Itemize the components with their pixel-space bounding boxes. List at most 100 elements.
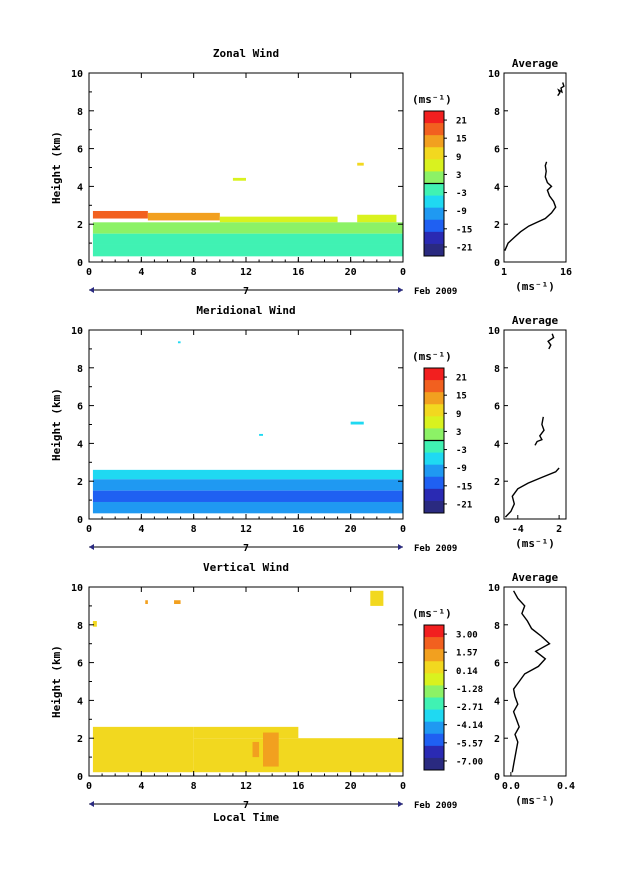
colorbar-tick-label: -1.28 bbox=[456, 685, 483, 695]
y-tick-label: 2 bbox=[77, 220, 83, 231]
heatmap-cell bbox=[193, 726, 299, 739]
colorbar-swatch bbox=[424, 428, 444, 441]
colorbar-tick-label: -2.71 bbox=[456, 703, 483, 713]
x-axis-label: Local Time bbox=[213, 811, 280, 824]
heatmap-cell bbox=[92, 469, 404, 480]
colorbar-tick-label: -9 bbox=[456, 207, 467, 217]
colorbar-unit: (ms⁻¹) bbox=[412, 350, 452, 363]
heatmap-cell bbox=[174, 600, 181, 605]
colorbar-tick-label: -21 bbox=[456, 500, 472, 510]
colorbar-tick-label: 3 bbox=[456, 428, 461, 438]
colorbar-tick-label: 15 bbox=[456, 392, 467, 402]
heatmap-cell bbox=[92, 244, 404, 257]
colorbar-swatch bbox=[424, 488, 444, 502]
average-y-tick-label: 2 bbox=[494, 477, 500, 488]
y-tick-label: 0 bbox=[77, 515, 83, 526]
average-profile-line bbox=[547, 333, 555, 350]
average-y-tick-label: 8 bbox=[494, 107, 500, 118]
x-tick-label: 0 bbox=[86, 267, 92, 278]
x-tick-label: 16 bbox=[292, 524, 304, 535]
colorbar-swatch bbox=[424, 733, 444, 747]
average-x-tick-label: 0.0 bbox=[502, 781, 520, 792]
heatmap-cell bbox=[177, 341, 181, 344]
colorbar-tick-label: -21 bbox=[456, 243, 472, 253]
colorbar-tick-label: 9 bbox=[456, 153, 461, 163]
average-x-label: (ms⁻¹) bbox=[515, 280, 555, 293]
colorbar-swatch bbox=[424, 392, 444, 405]
y-tick-label: 0 bbox=[77, 258, 83, 269]
colorbar-swatch bbox=[424, 207, 444, 221]
average-y-tick-label: 6 bbox=[494, 659, 500, 670]
x-tick-label: 20 bbox=[345, 781, 357, 792]
colorbar-swatch bbox=[424, 111, 444, 124]
colorbar-swatch bbox=[424, 697, 444, 711]
colorbar-tick-label: 3.00 bbox=[456, 631, 478, 641]
y-tick-label: 6 bbox=[77, 402, 83, 413]
x-tick-label: 0 bbox=[86, 524, 92, 535]
average-x-tick-label: 16 bbox=[560, 267, 572, 278]
y-tick-label: 2 bbox=[77, 477, 83, 488]
average-y-tick-label: 4 bbox=[494, 696, 500, 707]
average-y-tick-label: 2 bbox=[494, 220, 500, 231]
average-y-tick-label: 4 bbox=[494, 439, 500, 450]
colorbar-tick-label: -15 bbox=[456, 482, 472, 492]
day-bar-end-arrow bbox=[398, 544, 403, 550]
colorbar-tick-label: -5.57 bbox=[456, 739, 483, 749]
average-y-tick-label: 10 bbox=[488, 326, 500, 337]
x-tick-label: 4 bbox=[138, 524, 144, 535]
y-tick-label: 0 bbox=[77, 772, 83, 783]
average-y-tick-label: 2 bbox=[494, 734, 500, 745]
heatmap-cell bbox=[92, 479, 404, 491]
y-tick-label: 10 bbox=[71, 69, 83, 80]
heatmap-cell bbox=[252, 741, 260, 758]
average-y-tick-label: 6 bbox=[494, 402, 500, 413]
y-tick-label: 4 bbox=[77, 696, 83, 707]
colorbar-swatch bbox=[424, 147, 444, 160]
colorbar-swatch bbox=[424, 500, 444, 514]
heatmap-cell bbox=[350, 421, 364, 425]
heatmap-cell bbox=[263, 732, 279, 767]
average-y-tick-label: 10 bbox=[488, 69, 500, 80]
colorbar-swatch bbox=[424, 440, 444, 454]
average-x-tick-label: -4 bbox=[512, 524, 524, 535]
heatmap-cell bbox=[92, 501, 404, 514]
average-title: Average bbox=[512, 571, 559, 584]
heatmap-cell bbox=[92, 490, 404, 502]
colorbar-tick-label: -3 bbox=[456, 446, 467, 456]
average-title: Average bbox=[512, 314, 559, 327]
colorbar-swatch bbox=[424, 231, 444, 245]
x-tick-label: 20 bbox=[345, 524, 357, 535]
y-tick-label: 10 bbox=[71, 583, 83, 594]
y-tick-label: 4 bbox=[77, 439, 83, 450]
colorbar-swatch bbox=[424, 685, 444, 698]
colorbar-swatch bbox=[424, 721, 444, 735]
x-tick-label: 16 bbox=[292, 781, 304, 792]
y-axis-label: Height (km) bbox=[50, 645, 63, 718]
colorbar-unit: (ms⁻¹) bbox=[412, 93, 452, 106]
date-label: Feb 2009 bbox=[414, 287, 457, 297]
heatmap-cell bbox=[145, 600, 148, 605]
chart-title: Meridional Wind bbox=[196, 304, 295, 317]
heatmap-cell bbox=[219, 216, 338, 223]
day-label: 7 bbox=[243, 286, 249, 297]
y-tick-label: 8 bbox=[77, 107, 83, 118]
day-bar-start-arrow bbox=[89, 544, 94, 550]
average-y-tick-label: 0 bbox=[494, 772, 500, 783]
colorbar-tick-label: -3 bbox=[456, 189, 467, 199]
colorbar-tick-label: 21 bbox=[456, 117, 467, 127]
colorbar-tick-label: -7.00 bbox=[456, 757, 483, 767]
y-tick-label: 4 bbox=[77, 182, 83, 193]
average-y-tick-label: 6 bbox=[494, 145, 500, 156]
x-tick-label: 8 bbox=[191, 524, 197, 535]
x-tick-label: 8 bbox=[191, 781, 197, 792]
day-bar-start-arrow bbox=[89, 801, 94, 807]
average-profile-line bbox=[504, 161, 557, 251]
colorbar-tick-label: 0.14 bbox=[456, 667, 478, 677]
day-bar-start-arrow bbox=[89, 287, 94, 293]
day-bar-end-arrow bbox=[398, 287, 403, 293]
x-tick-label: 12 bbox=[240, 267, 252, 278]
x-tick-label: 0 bbox=[400, 781, 406, 792]
x-tick-label: 4 bbox=[138, 781, 144, 792]
